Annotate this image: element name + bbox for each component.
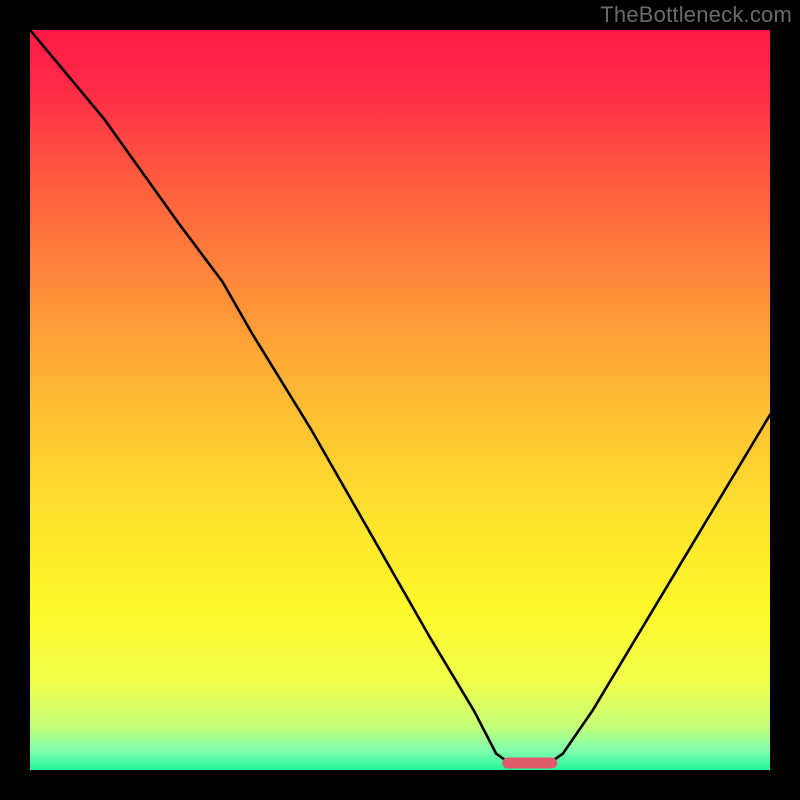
- chart-curve: [30, 30, 770, 770]
- bottleneck-chart: [30, 30, 770, 770]
- optimum-marker: [502, 758, 558, 769]
- watermark-text: TheBottleneck.com: [600, 2, 792, 28]
